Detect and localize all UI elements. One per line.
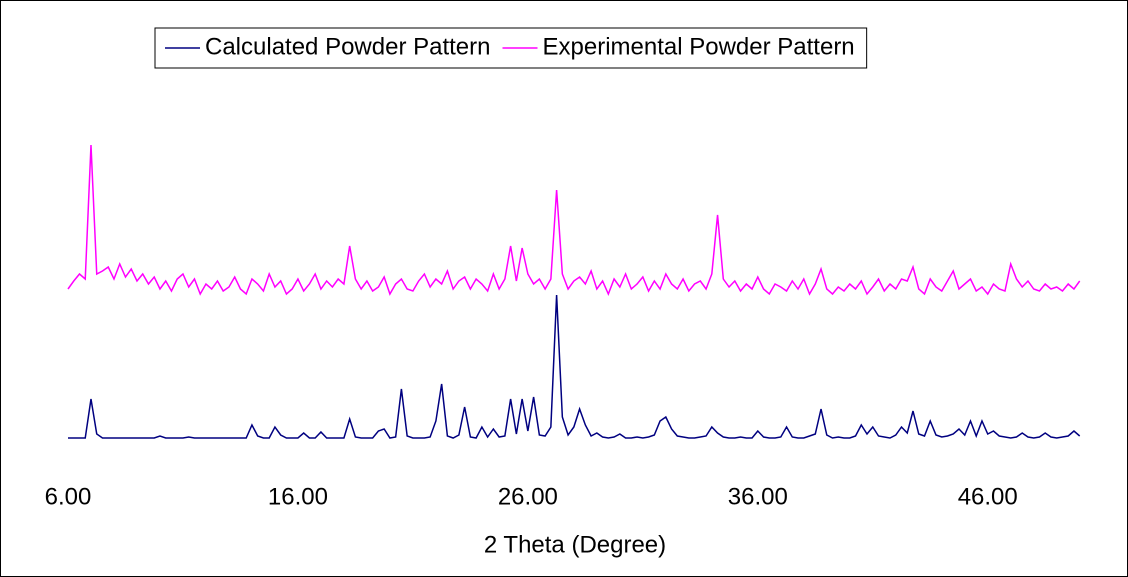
- x-tick-label: 6.00: [45, 483, 92, 510]
- x-tick-label: 26.00: [498, 483, 558, 510]
- x-tick-label: 46.00: [958, 483, 1018, 510]
- legend-label: Experimental Powder Pattern: [543, 33, 855, 60]
- x-tick-label: 36.00: [728, 483, 788, 510]
- data-line: [68, 294, 1081, 439]
- legend-label: Calculated Powder Pattern: [205, 33, 491, 60]
- data-line: [67, 144, 1081, 296]
- x-tick-label: 16.00: [268, 483, 328, 510]
- x-axis-title: 2 Theta (Degree): [484, 531, 666, 558]
